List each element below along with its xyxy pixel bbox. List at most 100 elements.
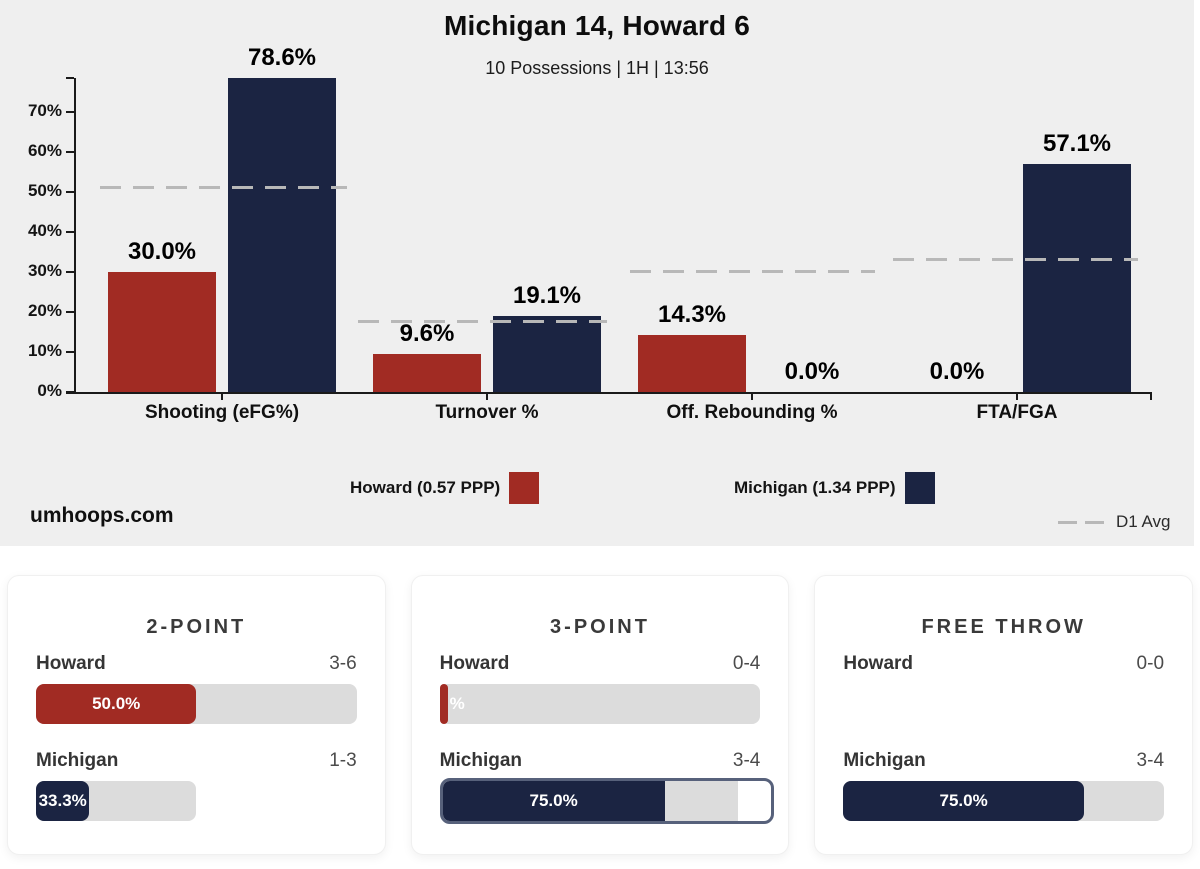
- y-tick-mark: [66, 351, 74, 353]
- legend-michigan-swatch: [904, 472, 935, 504]
- category-label: Off. Rebounding %: [666, 402, 838, 423]
- progress-track: %: [439, 684, 761, 724]
- x-tick-mark: [486, 392, 488, 400]
- d1-avg-dash-icon: [1058, 520, 1106, 524]
- team-row-header: Howard 3-6: [36, 653, 357, 675]
- y-axis-line: [74, 77, 76, 392]
- y-tick-label: 60%: [27, 141, 62, 160]
- bar-value-label: 78.6%: [247, 44, 317, 71]
- progress-bar: %: [439, 684, 761, 724]
- card-2-point: 2-POINT Howard 3-6 50.0% Michigan 1-3 33.3%: [7, 575, 386, 855]
- bar-value-label: 14.3%: [657, 301, 727, 328]
- progress-percent-label: 50.0%: [92, 694, 141, 713]
- progress-track: 75.0%: [843, 781, 1165, 821]
- team-record: 3-4: [1136, 750, 1165, 771]
- game-state-subtitle: 10 Possessions | 1H | 13:56: [485, 58, 709, 78]
- team-row-header: Howard 0-4: [440, 653, 761, 675]
- team-record: 0-0: [1136, 653, 1165, 674]
- progress-fill: 50.0%: [36, 684, 197, 724]
- d1-avg-line-2: [630, 270, 875, 273]
- legend-howard: Howard (0.57 PPP): [350, 472, 540, 504]
- team-row-header: Michigan 1-3: [36, 750, 357, 772]
- d1-avg-line-0: [100, 186, 347, 189]
- y-tick-label: 70%: [27, 101, 62, 120]
- team-name: Michigan: [439, 750, 523, 771]
- y-tick-mark: [66, 231, 74, 233]
- card-title: 3-POINT: [550, 616, 650, 638]
- progress-bar: 33.3%: [36, 781, 357, 821]
- game-score-title: Michigan 14, Howard 6: [443, 10, 751, 41]
- y-tick-mark: [66, 191, 74, 193]
- legend-michigan-label: Michigan (1.34 PPP): [734, 478, 896, 497]
- card-title: 2-POINT: [146, 616, 247, 638]
- team-row-header: Michigan 3-4: [843, 750, 1164, 772]
- y-tick-label: 10%: [27, 341, 62, 360]
- card-3-point: 3-POINT Howard 0-4% Michigan 3-4 75.0%: [410, 575, 790, 855]
- progress-percent-label: %: [449, 694, 465, 713]
- team-name: Howard: [843, 653, 914, 674]
- progress-track: 33.3%: [36, 781, 197, 821]
- team-row-header: Howard 0-0: [843, 653, 1164, 675]
- site-name: umhoops.com: [30, 504, 174, 527]
- progress-percent-label: 75.0%: [939, 791, 988, 810]
- team-name: Howard: [36, 653, 106, 674]
- d1-avg-label: D1 Avg: [1116, 512, 1171, 531]
- team-name: Howard: [439, 653, 510, 674]
- d1-avg-legend: D1 Avg: [1058, 512, 1171, 532]
- bar-howard-0: [108, 272, 216, 392]
- y-tick-label: 30%: [27, 261, 62, 280]
- team-record: 3-6: [329, 653, 357, 674]
- bar-plot-area: 0% 10% 20% 30% 40% 50% 60% 70% 30.0% 9.6% 14.3% 0.0…: [27, 44, 1152, 423]
- bar-value-label: 30.0%: [127, 238, 197, 265]
- d1-avg-line-3: [893, 258, 1138, 261]
- legend-howard-label: Howard (0.57 PPP): [350, 478, 501, 497]
- card-free-throw: FREE THROW Howard 0-0 Michigan 3-4 75.0%: [814, 575, 1194, 855]
- progress-bar: 50.0%: [36, 684, 357, 724]
- progress-fill: [439, 684, 448, 724]
- x-axis-line: [66, 392, 1152, 394]
- progress-percent-label: 75.0%: [529, 791, 578, 810]
- bar-michigan-0: [228, 78, 336, 392]
- d1-avg-line-1: [358, 320, 607, 323]
- progress-track: 75.0%: [442, 781, 739, 821]
- team-name: Michigan: [843, 750, 926, 771]
- y-tick-mark: [66, 151, 74, 153]
- progress-fill: 75.0%: [442, 781, 665, 821]
- category-label: Turnover %: [435, 402, 539, 423]
- empty-bar-space: [843, 684, 1164, 724]
- y-tick-label: 40%: [27, 221, 62, 240]
- bar-value-label: 9.6%: [399, 320, 455, 347]
- legend-michigan: Michigan (1.34 PPP): [734, 472, 935, 504]
- bar-howard-2: [638, 335, 746, 392]
- y-tick-mark: [66, 311, 74, 313]
- category-label: Shooting (eFG%): [144, 402, 300, 423]
- x-tick-mark: [751, 392, 753, 400]
- progress-bar-highlight-ring: 75.0%: [439, 778, 775, 824]
- team-row-header: Michigan 3-4: [440, 750, 761, 772]
- bar-value-label: 19.1%: [512, 282, 582, 309]
- y-tick-mark: [66, 271, 74, 273]
- shot-split-cards: 2-POINT Howard 3-6 50.0% Michigan 1-3 33.3% 3-P…: [0, 546, 1200, 855]
- y-tick-label: 50%: [27, 181, 62, 200]
- x-tick-mark: [221, 392, 223, 400]
- bar-michigan-3: [1023, 164, 1131, 392]
- y-tick-label: 0%: [37, 381, 62, 400]
- category-label: FTA/FGA: [976, 402, 1058, 423]
- progress-track: 50.0%: [36, 684, 357, 724]
- progress-bar: 75.0%: [843, 781, 1165, 821]
- progress-percent-label: 33.3%: [38, 791, 87, 810]
- team-record: 1-3: [329, 750, 357, 771]
- y-tick-mark: [66, 111, 74, 113]
- progress-bar: 75.0%: [439, 778, 775, 824]
- bar-value-label: 57.1%: [1042, 130, 1112, 157]
- team-record: 3-4: [732, 750, 761, 771]
- four-factors-chart-panel: Michigan 14, Howard 6 10 Possessions | 1…: [0, 0, 1194, 546]
- bar-michigan-1: [493, 316, 601, 392]
- bar-value-label: 0.0%: [929, 358, 985, 385]
- card-title: FREE THROW: [921, 616, 1086, 638]
- team-record: 0-4: [732, 653, 761, 674]
- y-axis-top-cap: [66, 76, 74, 79]
- bar-value-label: 0.0%: [784, 358, 840, 385]
- progress-fill: 75.0%: [843, 781, 1084, 821]
- x-tick-mark: [1016, 392, 1018, 400]
